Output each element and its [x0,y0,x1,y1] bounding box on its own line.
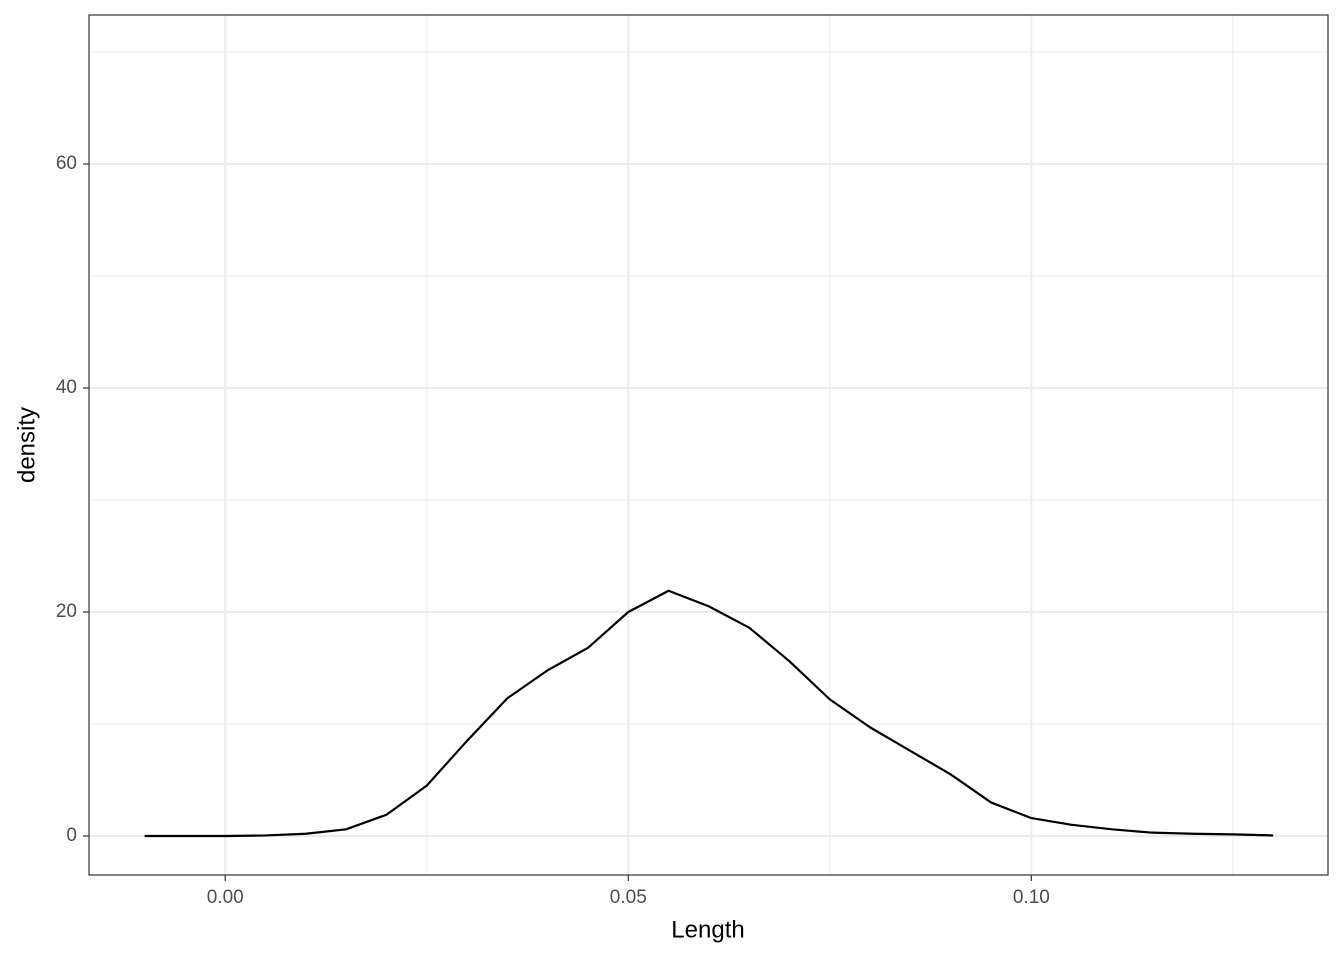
x-axis-title: Length [671,916,744,943]
x-tick-label: 0.00 [207,887,244,908]
y-axis-title: density [13,407,40,483]
y-tick-label: 60 [56,153,77,174]
panel-background [89,15,1328,875]
panel-border [88,14,1329,876]
grid [89,15,1328,875]
x-tick-label: 0.10 [1013,887,1050,908]
x-tick-label: 0.05 [610,887,647,908]
density-line [144,589,1274,838]
y-tick-label: 0 [66,825,77,846]
y-tick-label: 40 [56,377,77,398]
marks [144,589,1274,838]
y-tick-label: 20 [56,601,77,622]
